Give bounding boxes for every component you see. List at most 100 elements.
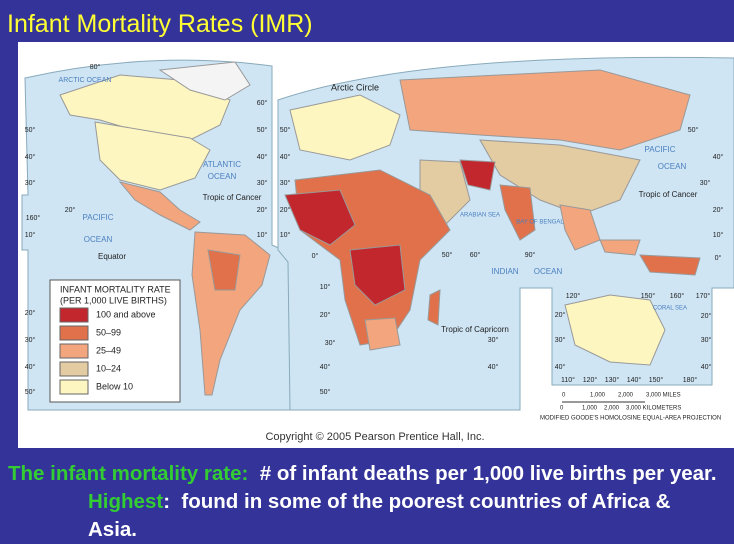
- map-label: 30°: [25, 336, 36, 344]
- caption-segment: The infant mortality rate:: [8, 462, 249, 485]
- land: [639, 254, 701, 276]
- caption-segment: : found in some of the poorest countries…: [88, 490, 676, 541]
- map-label: 20°: [257, 206, 268, 214]
- scale-label: 1,000: [582, 406, 598, 412]
- map-label: BAY OF BENGAL: [516, 220, 564, 226]
- map-label: 50°: [25, 388, 36, 396]
- land: [459, 159, 496, 191]
- land: [364, 317, 401, 351]
- map-label: 20°: [320, 311, 331, 319]
- scale-bar: 0 1,000 2,000 3,000 MILES 0 1,000 2,000 3,000 K…: [540, 393, 721, 422]
- legend-swatch: [59, 307, 89, 323]
- slide-title: Infant Mortality Rates (IMR): [7, 10, 313, 38]
- map-label: 40°: [488, 363, 499, 371]
- map-label: OCEAN: [208, 172, 237, 181]
- map-label: PACIFIC: [83, 213, 114, 222]
- map-label: 30°: [555, 336, 566, 344]
- map-label: 110°: [561, 376, 575, 384]
- scale-label: 2,000: [604, 406, 620, 412]
- map-label: 20°: [701, 312, 712, 320]
- map-label: 40°: [25, 153, 36, 161]
- map-label: 60°: [257, 99, 268, 107]
- map-label: 50°: [257, 126, 268, 134]
- legend-label: 25–49: [96, 345, 121, 355]
- map-label: ARCTIC OCEAN: [59, 77, 112, 84]
- land: [499, 184, 536, 241]
- map-label: 140°: [627, 376, 642, 384]
- map-label: OCEAN: [658, 162, 687, 171]
- projection-note: MODIFIED GOODE'S HOMOLOSINE EQUAL-AREA P…: [540, 416, 721, 422]
- map-label: 80°: [90, 63, 101, 71]
- map-label: 170°: [696, 292, 711, 300]
- map-label: 30°: [701, 336, 712, 344]
- map-label: Tropic of Capricorn: [441, 325, 509, 334]
- map-label: 40°: [555, 363, 566, 371]
- copyright: Copyright © 2005 Pearson Prentice Hall, …: [265, 431, 484, 443]
- map-label: 20°: [65, 206, 76, 214]
- map-label: 30°: [488, 336, 499, 344]
- map-label: 90°: [525, 251, 536, 259]
- map-label: 50°: [280, 126, 291, 134]
- map-label: 40°: [713, 153, 724, 161]
- legend-label: 50–99: [96, 327, 121, 337]
- map-label: 160°: [670, 292, 685, 300]
- map-label: 50°: [25, 126, 36, 134]
- map-label: 50°: [320, 388, 331, 396]
- scale-label: 2,000: [618, 393, 634, 399]
- land: [158, 61, 251, 101]
- map-label: 0°: [715, 254, 722, 262]
- map-label: CORAL SEA: [653, 306, 687, 312]
- map-label: 40°: [25, 363, 36, 371]
- map-label: 120°: [566, 292, 581, 300]
- map-label: ATLANTIC: [203, 160, 241, 169]
- land: [94, 121, 211, 191]
- map-label: Tropic of Cancer: [203, 193, 262, 202]
- map-label: 20°: [713, 206, 724, 214]
- map-label: Equator: [98, 252, 126, 261]
- map-label: 10°: [25, 231, 36, 239]
- map-label: 30°: [700, 179, 711, 187]
- map-label: 50°: [442, 251, 453, 259]
- scale-label: 0: [560, 406, 564, 412]
- map-label: 60°: [470, 251, 481, 259]
- map-label: 160°: [26, 214, 41, 222]
- map-label: INDIAN: [491, 267, 518, 276]
- legend-swatch: [59, 343, 89, 359]
- land: [599, 239, 641, 256]
- map-label: 150°: [641, 292, 656, 300]
- land: [207, 249, 241, 291]
- scale-label: 3,000 MILES: [646, 393, 681, 399]
- land: [564, 294, 666, 366]
- map-label: 180°: [683, 376, 698, 384]
- map-label: OCEAN: [84, 235, 113, 244]
- map-label: 20°: [280, 206, 291, 214]
- map-label: PACIFIC: [645, 145, 676, 154]
- caption-segment: Highest: [88, 490, 164, 513]
- map-labels: ARCTIC OCEAN Arctic Circle ATLANTIC OCEAN Tr…: [25, 63, 724, 396]
- map-label: OCEAN: [534, 267, 563, 276]
- map-label: 0°: [312, 252, 319, 260]
- legend: INFANT MORTALITY RATE(PER 1,000 LIVE BIR…: [59, 284, 171, 395]
- legend-label: Below 10: [96, 381, 133, 391]
- land: [118, 181, 201, 231]
- scale-label: 0: [562, 393, 566, 399]
- scale-label: 1,000: [590, 393, 606, 399]
- land: [284, 189, 356, 246]
- land: [427, 289, 441, 326]
- caption-segment: # of infant deaths per 1,000 live births…: [248, 462, 723, 485]
- land: [289, 94, 401, 161]
- land: [399, 69, 691, 151]
- map-label: 20°: [25, 309, 36, 317]
- legend-label: 100 and above: [96, 309, 156, 319]
- map-label: 30°: [257, 179, 268, 187]
- legend-swatch: [59, 379, 89, 395]
- land: [479, 139, 641, 216]
- map-label: 10°: [320, 283, 331, 291]
- map-label: 120°: [583, 376, 598, 384]
- legend-label: 10–24: [96, 363, 121, 373]
- map-label: 40°: [320, 363, 331, 371]
- map-label: ARABIAN SEA: [460, 213, 500, 219]
- map-label: 130°: [605, 376, 620, 384]
- map-label: 10°: [257, 231, 268, 239]
